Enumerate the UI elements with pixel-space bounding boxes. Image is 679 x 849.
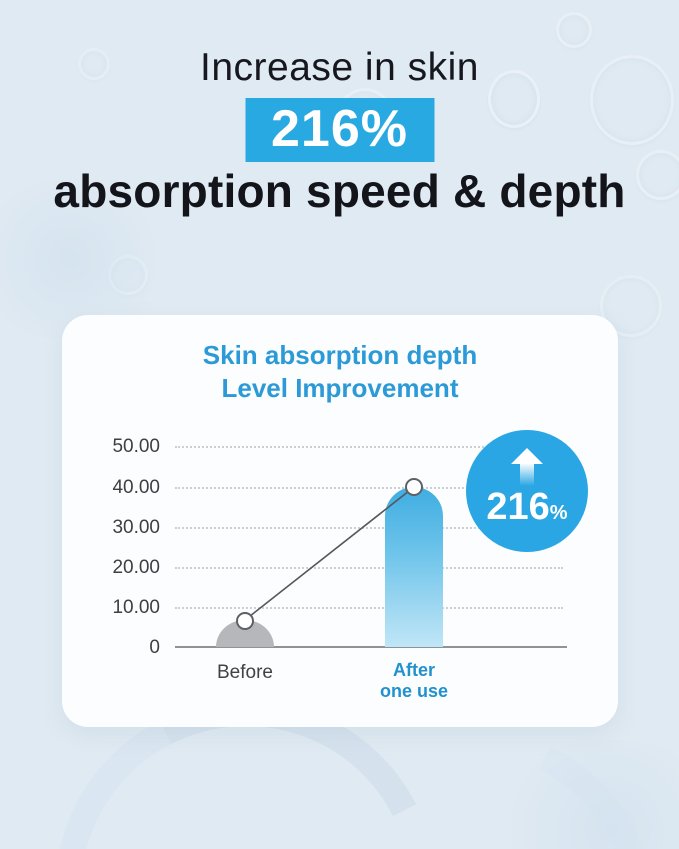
- after-bar: [385, 487, 443, 647]
- x-label-after-line1: After: [392, 660, 435, 680]
- y-tick-label: 10.00: [112, 597, 160, 618]
- y-tick-label: 40.00: [112, 477, 160, 498]
- after-data-point-marker: [405, 478, 423, 496]
- x-label-after: After one use: [344, 660, 484, 702]
- headline-line2: absorption speed & depth: [53, 165, 626, 217]
- arrow-up-icon: [511, 448, 543, 486]
- y-tick-label: 50.00: [112, 436, 160, 457]
- badge-number: 216: [486, 486, 550, 528]
- badge-percent-sign: %: [549, 502, 568, 524]
- water-bubble-icon: [600, 275, 662, 337]
- water-highlight-decoration: [0, 180, 180, 340]
- chart-card: Skin absorption depth Level Improvement …: [62, 315, 618, 727]
- x-label-after-line2: one use: [379, 681, 449, 701]
- chart-title-line2: Level Improvement: [221, 373, 459, 403]
- y-tick-label: 20.00: [112, 557, 160, 578]
- chart-title: Skin absorption depth Level Improvement: [62, 339, 618, 405]
- headline-percent-badge: 216%: [245, 98, 434, 162]
- water-bubble-icon: [636, 150, 679, 200]
- increase-badge: 216%: [466, 430, 588, 552]
- x-label-before: Before: [217, 662, 273, 683]
- water-bubble-icon: [488, 70, 540, 128]
- gridline-20: [175, 567, 563, 569]
- badge-percent-value: 216%: [486, 486, 568, 531]
- before-data-point-marker: [236, 612, 254, 630]
- gridline-10: [175, 607, 563, 609]
- gridline-50: [175, 446, 563, 448]
- y-tick-label: 30.00: [112, 517, 160, 538]
- headline-line1: Increase in skin: [200, 46, 479, 89]
- water-bubble-icon: [590, 55, 674, 145]
- y-tick-label: 0: [149, 637, 160, 658]
- chart-title-line1: Skin absorption depth: [202, 340, 478, 370]
- water-bubble-icon: [556, 12, 592, 48]
- x-axis-line: [175, 646, 567, 648]
- water-bubble-icon: [78, 48, 110, 80]
